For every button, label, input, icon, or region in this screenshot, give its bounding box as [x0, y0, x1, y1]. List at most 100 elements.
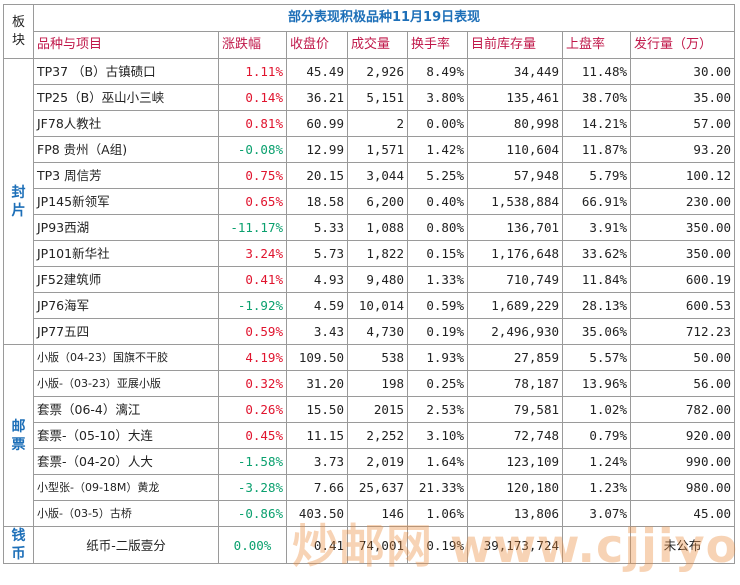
cell-stock: 120,180 [467, 474, 563, 501]
market-table: 板块 部分表现积极品种11月19日表现 品种与项目 涨跌幅 收盘价 成交量 换手… [3, 4, 736, 564]
cell-listing: 1.23% [562, 474, 631, 501]
cell-name: 小版-（03-5）古桥 [33, 500, 219, 527]
cell-name: 纸币-二版壹分 [33, 526, 219, 564]
cell-issue: 990.00 [629, 448, 736, 475]
cell-name: 套票-（04-20）人大 [33, 448, 219, 475]
table-row: JF78人教社 0.81% 60.99 2 0.00% 80,998 14.21% 57.00 [4, 110, 736, 137]
cell-stock: 110,604 [467, 136, 563, 163]
cell-name: 小版（04-23）国旗不干胶 [33, 344, 219, 371]
cell-name: JF52建筑师 [33, 266, 219, 293]
cell-listing [562, 526, 631, 564]
cell-stock: 79,581 [467, 396, 563, 423]
table-row: 小版-（03-23）亚展小版 0.32% 31.20 198 0.25% 78,187 13… [4, 370, 736, 397]
col-header-turnover: 换手率 [407, 31, 468, 59]
cell-issue: 350.00 [629, 214, 736, 241]
cell-stock: 2,496,930 [467, 318, 563, 345]
cell-change: 0.81% [218, 110, 287, 137]
cell-issue: 350.00 [629, 240, 736, 267]
cell-stock: 27,859 [467, 344, 563, 371]
cell-issue: 93.20 [629, 136, 736, 163]
cell-listing: 0.79% [562, 422, 631, 449]
cell-listing: 38.70% [562, 84, 631, 111]
table-row: 套票-（05-10）大连 0.45% 11.15 2,252 3.10% 72,748 0.… [4, 422, 736, 449]
cell-close: 31.20 [286, 370, 348, 397]
table-row: 邮票 小版（04-23）国旗不干胶 4.19% 109.50 538 1.93% 27,85… [3, 344, 736, 527]
cell-name: TP37 （B）古镇碛口 [33, 58, 219, 85]
cell-turnover: 1.93% [407, 344, 468, 371]
cell-stock: 710,749 [467, 266, 563, 293]
cell-volume: 25,637 [347, 474, 408, 501]
cell-close: 3.43 [286, 318, 348, 345]
cell-turnover: 21.33% [407, 474, 468, 501]
cell-close: 11.15 [286, 422, 348, 449]
cell-volume: 2 [347, 110, 408, 137]
table-row: 钱币 纸币-二版壹分 0.00% 0.41 74,001 0.19% 39,173,724 未… [3, 526, 736, 564]
cell-name: JP76海军 [33, 292, 219, 319]
cell-issue: 600.53 [629, 292, 736, 319]
cell-listing: 3.07% [562, 500, 631, 527]
cell-name: JP145新领军 [33, 188, 219, 215]
table-row: 小型张-（09-18M）黄龙 -3.28% 7.66 25,637 21.33% 120,… [4, 474, 736, 501]
cell-volume: 2015 [347, 396, 408, 423]
cell-change: -3.28% [218, 474, 287, 501]
section-label-text: 邮票 [11, 418, 26, 453]
cell-change: 4.19% [218, 344, 287, 371]
cell-issue: 45.00 [629, 500, 736, 527]
section-label: 邮票 [3, 344, 34, 527]
cell-turnover: 1.06% [407, 500, 468, 527]
cell-volume: 198 [347, 370, 408, 397]
cell-volume: 1,571 [347, 136, 408, 163]
cell-change: 0.45% [218, 422, 287, 449]
cell-change: 1.11% [218, 58, 287, 85]
cell-listing: 1.24% [562, 448, 631, 475]
cell-issue: 600.19 [629, 266, 736, 293]
cell-volume: 9,480 [347, 266, 408, 293]
cell-close: 36.21 [286, 84, 348, 111]
cell-turnover: 0.80% [407, 214, 468, 241]
cell-change: 0.75% [218, 162, 287, 189]
cell-turnover: 0.40% [407, 188, 468, 215]
cell-issue: 未公布 [629, 526, 736, 564]
cell-issue: 50.00 [629, 344, 736, 371]
section-label-text: 封片 [11, 184, 26, 219]
cell-stock: 1,176,648 [467, 240, 563, 267]
cell-listing: 11.87% [562, 136, 631, 163]
cell-change: -1.58% [218, 448, 287, 475]
cell-stock: 136,701 [467, 214, 563, 241]
table-row: JP93西湖 -11.17% 5.33 1,088 0.80% 136,701 3.91% 3… [4, 214, 736, 241]
cell-listing: 28.13% [562, 292, 631, 319]
col-header-listing: 上盘率 [562, 31, 631, 59]
cell-volume: 2,252 [347, 422, 408, 449]
cell-name: 小版-（03-23）亚展小版 [33, 370, 219, 397]
cell-change: -0.86% [218, 500, 287, 527]
cell-close: 4.93 [286, 266, 348, 293]
cell-stock: 80,998 [467, 110, 563, 137]
cell-turnover: 0.59% [407, 292, 468, 319]
table-row: 套票-（04-20）人大 -1.58% 3.73 2,019 1.64% 123,109 1… [4, 448, 736, 475]
cell-turnover: 0.00% [407, 110, 468, 137]
cell-turnover: 5.25% [407, 162, 468, 189]
cell-name: JP101新华社 [33, 240, 219, 267]
cell-listing: 35.06% [562, 318, 631, 345]
block-header-text: 板块 [12, 14, 26, 48]
cell-listing: 1.02% [562, 396, 631, 423]
section-label-text: 钱币 [11, 528, 26, 562]
cell-change: 0.14% [218, 84, 287, 111]
cell-stock: 34,449 [467, 58, 563, 85]
title-row: 板块 部分表现积极品种11月19日表现 [3, 4, 736, 59]
section-label: 封片 [3, 58, 34, 345]
cell-name: TP3 周信芳 [33, 162, 219, 189]
col-header-name: 品种与项目 [33, 31, 219, 59]
cell-turnover: 2.53% [407, 396, 468, 423]
cell-close: 12.99 [286, 136, 348, 163]
table-row: TP25（B）巫山小三峡 0.14% 36.21 5,151 3.80% 135,461 3… [4, 84, 736, 111]
cell-stock: 135,461 [467, 84, 563, 111]
table-row: 套票（06-4）漓江 0.26% 15.50 2015 2.53% 79,581 1.02%… [4, 396, 736, 423]
cell-change: -11.17% [218, 214, 287, 241]
cell-close: 18.58 [286, 188, 348, 215]
cell-turnover: 1.42% [407, 136, 468, 163]
cell-close: 45.49 [286, 58, 348, 85]
cell-turnover: 0.15% [407, 240, 468, 267]
cell-issue: 712.23 [629, 318, 736, 345]
cell-name: JP77五四 [33, 318, 219, 345]
